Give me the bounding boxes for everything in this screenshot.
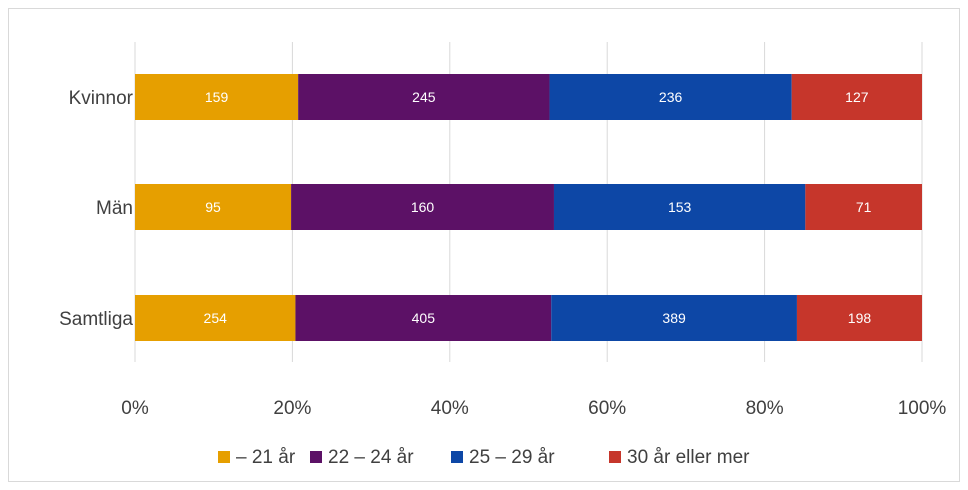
legend-swatch	[218, 451, 230, 463]
legend-label: 30 år eller mer	[627, 447, 750, 468]
bar-data-label: 127	[845, 89, 869, 105]
bar-data-label: 159	[205, 89, 229, 105]
category-label: Kvinnor	[69, 88, 134, 109]
bar-segment	[796, 295, 922, 341]
bar-data-label: 153	[668, 199, 692, 215]
bar-segment	[553, 184, 806, 230]
bar-segment	[135, 295, 296, 341]
category-label: Män	[96, 198, 133, 219]
legend: – 21 år 22 – 24 år 25 – 29 år 30 år eller m…	[218, 447, 750, 468]
x-axis-tick-labels: 0% 20% 40% 60% 80% 100%	[121, 398, 946, 419]
bar-data-label: 198	[848, 310, 872, 326]
bar-segment	[551, 295, 797, 341]
x-tick-label: 0%	[121, 398, 149, 419]
bar-segment	[791, 74, 922, 120]
x-tick-label: 40%	[431, 398, 469, 419]
x-tick-label: 100%	[898, 398, 947, 419]
bar-data-label: 389	[662, 310, 686, 326]
category-labels: Kvinnor Män Samtliga	[59, 88, 134, 330]
bar-data-label: 245	[412, 89, 436, 105]
bar-segment	[549, 74, 792, 120]
x-tick-label: 20%	[273, 398, 311, 419]
bar-segment	[805, 184, 922, 230]
bar-segment	[298, 74, 550, 120]
category-label: Samtliga	[59, 309, 133, 330]
bars: 159 245 236 127 95 160 153 71 254 405 389 198	[135, 74, 922, 341]
legend-label: – 21 år	[236, 447, 296, 468]
bar-data-label: 95	[205, 199, 221, 215]
bar-data-label: 236	[659, 89, 683, 105]
legend-swatch	[451, 451, 463, 463]
x-tick-label: 80%	[746, 398, 784, 419]
legend-swatch	[609, 451, 621, 463]
legend-label: 22 – 24 år	[328, 447, 414, 468]
bar-segment	[135, 184, 292, 230]
legend-label: 25 – 29 år	[469, 447, 555, 468]
bar-data-label: 405	[412, 310, 436, 326]
bar-segment	[135, 74, 299, 120]
bar-data-label: 71	[856, 199, 872, 215]
bar-segment	[295, 295, 552, 341]
legend-swatch	[310, 451, 322, 463]
bar-data-label: 254	[204, 310, 228, 326]
bar-segment	[291, 184, 554, 230]
bar-data-label: 160	[411, 199, 435, 215]
x-tick-label: 60%	[588, 398, 626, 419]
